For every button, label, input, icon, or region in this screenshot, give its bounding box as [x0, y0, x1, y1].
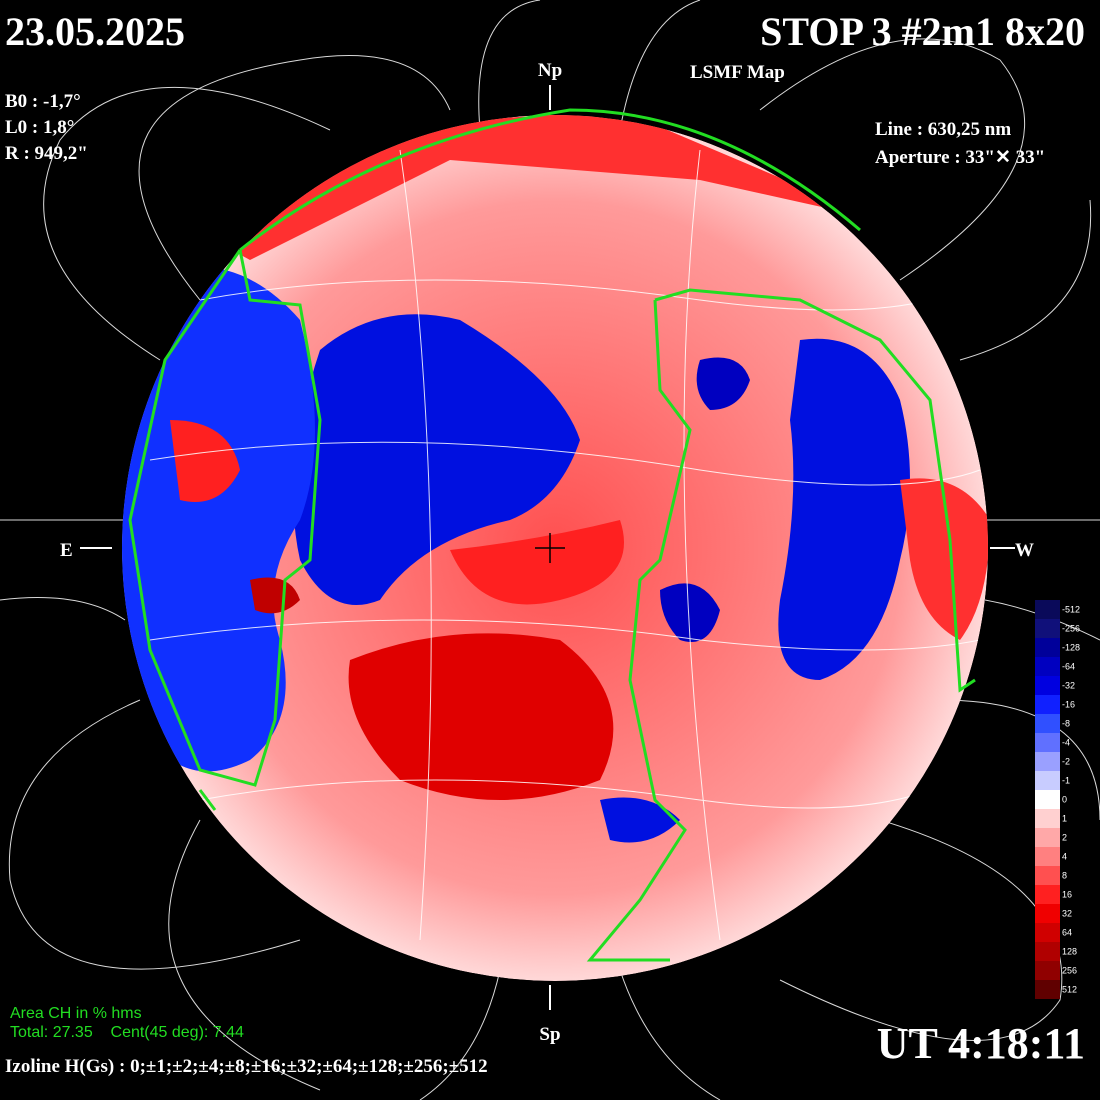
colorbar-label: -16: [1062, 700, 1075, 710]
colorbar-label: -1: [1062, 776, 1070, 786]
direction-ticks: [80, 85, 1015, 1010]
ch-title: Area CH in % hms: [10, 1005, 142, 1022]
colorbar-label: -32: [1062, 681, 1075, 691]
colorbar-label: 128: [1062, 947, 1077, 957]
colorbar-swatch: [1035, 676, 1060, 695]
line: Line : 630,25 nm: [875, 119, 1011, 140]
colorbar-label: 64: [1062, 928, 1072, 938]
solar-disk: [122, 115, 988, 981]
coronal-hole-contours: [128, 108, 976, 962]
colorbar-swatch: [1035, 733, 1060, 752]
colorbar-label: 0: [1062, 795, 1067, 805]
map-type: LSMF Map: [690, 62, 785, 83]
colorbar-swatch: [1035, 866, 1060, 885]
colorbar-label: 16: [1062, 890, 1072, 900]
colorbar-label: 256: [1062, 966, 1077, 976]
aperture: Aperture : 33"✕ 33": [875, 147, 1045, 168]
center-cross: [535, 533, 565, 563]
colorbar-swatch: [1035, 961, 1060, 980]
l0: L0 : 1,8°: [5, 117, 74, 138]
south-label: Sp: [539, 1024, 560, 1045]
colorbar-swatch: [1035, 752, 1060, 771]
colorbar-label: 8: [1062, 871, 1067, 881]
colorbar-label: -256: [1062, 624, 1080, 634]
colorbar-label: -8: [1062, 719, 1070, 729]
colorbar-swatch: [1035, 980, 1060, 999]
colorbar-swatch: [1035, 904, 1060, 923]
colorbar-label: 2: [1062, 833, 1067, 843]
colorbar-swatch: [1035, 790, 1060, 809]
station: STOP 3 #2m1 8x20: [760, 9, 1085, 54]
colorbar: -512 -256 -128 -64 -32 -16 -8 -4 -2 -1 0 1 2 4 8 16 32 64…: [1035, 600, 1080, 999]
colorbar-swatch: [1035, 942, 1060, 961]
colorbar-label: 512: [1062, 985, 1077, 995]
colorbar-swatch: [1035, 657, 1060, 676]
ch-values: Total: 27.35 Cent(45 deg): 7.44: [10, 1024, 244, 1041]
colorbar-swatch: [1035, 695, 1060, 714]
colorbar-swatch: [1035, 809, 1060, 828]
time: UT 4:18:11: [877, 1019, 1085, 1068]
colorbar-swatch: [1035, 885, 1060, 904]
radius: R : 949,2": [5, 143, 88, 164]
isolines: Izoline H(Gs) : 0;±1;±2;±4;±8;±16;±32;±6…: [5, 1056, 488, 1077]
date: 23.05.2025: [5, 9, 185, 54]
colorbar-swatch: [1035, 638, 1060, 657]
colorbar-label: 1: [1062, 814, 1067, 824]
north-label: Np: [538, 60, 562, 81]
colorbar-swatch: [1035, 771, 1060, 790]
colorbar-label: -128: [1062, 643, 1080, 653]
colorbar-label: 32: [1062, 909, 1072, 919]
colorbar-label: -4: [1062, 738, 1070, 748]
colorbar-swatch: [1035, 847, 1060, 866]
colorbar-swatch: [1035, 714, 1060, 733]
colorbar-swatch: [1035, 600, 1060, 619]
b0: B0 : -1,7°: [5, 91, 81, 112]
colorbar-swatch: [1035, 828, 1060, 847]
colorbar-label: 4: [1062, 852, 1067, 862]
east-label: E: [60, 540, 73, 561]
west-label: W: [1015, 540, 1034, 561]
colorbar-label: -512: [1062, 605, 1080, 615]
colorbar-swatch: [1035, 619, 1060, 638]
colorbar-label: -2: [1062, 757, 1070, 767]
colorbar-label: -64: [1062, 662, 1075, 672]
colorbar-swatch: [1035, 923, 1060, 942]
